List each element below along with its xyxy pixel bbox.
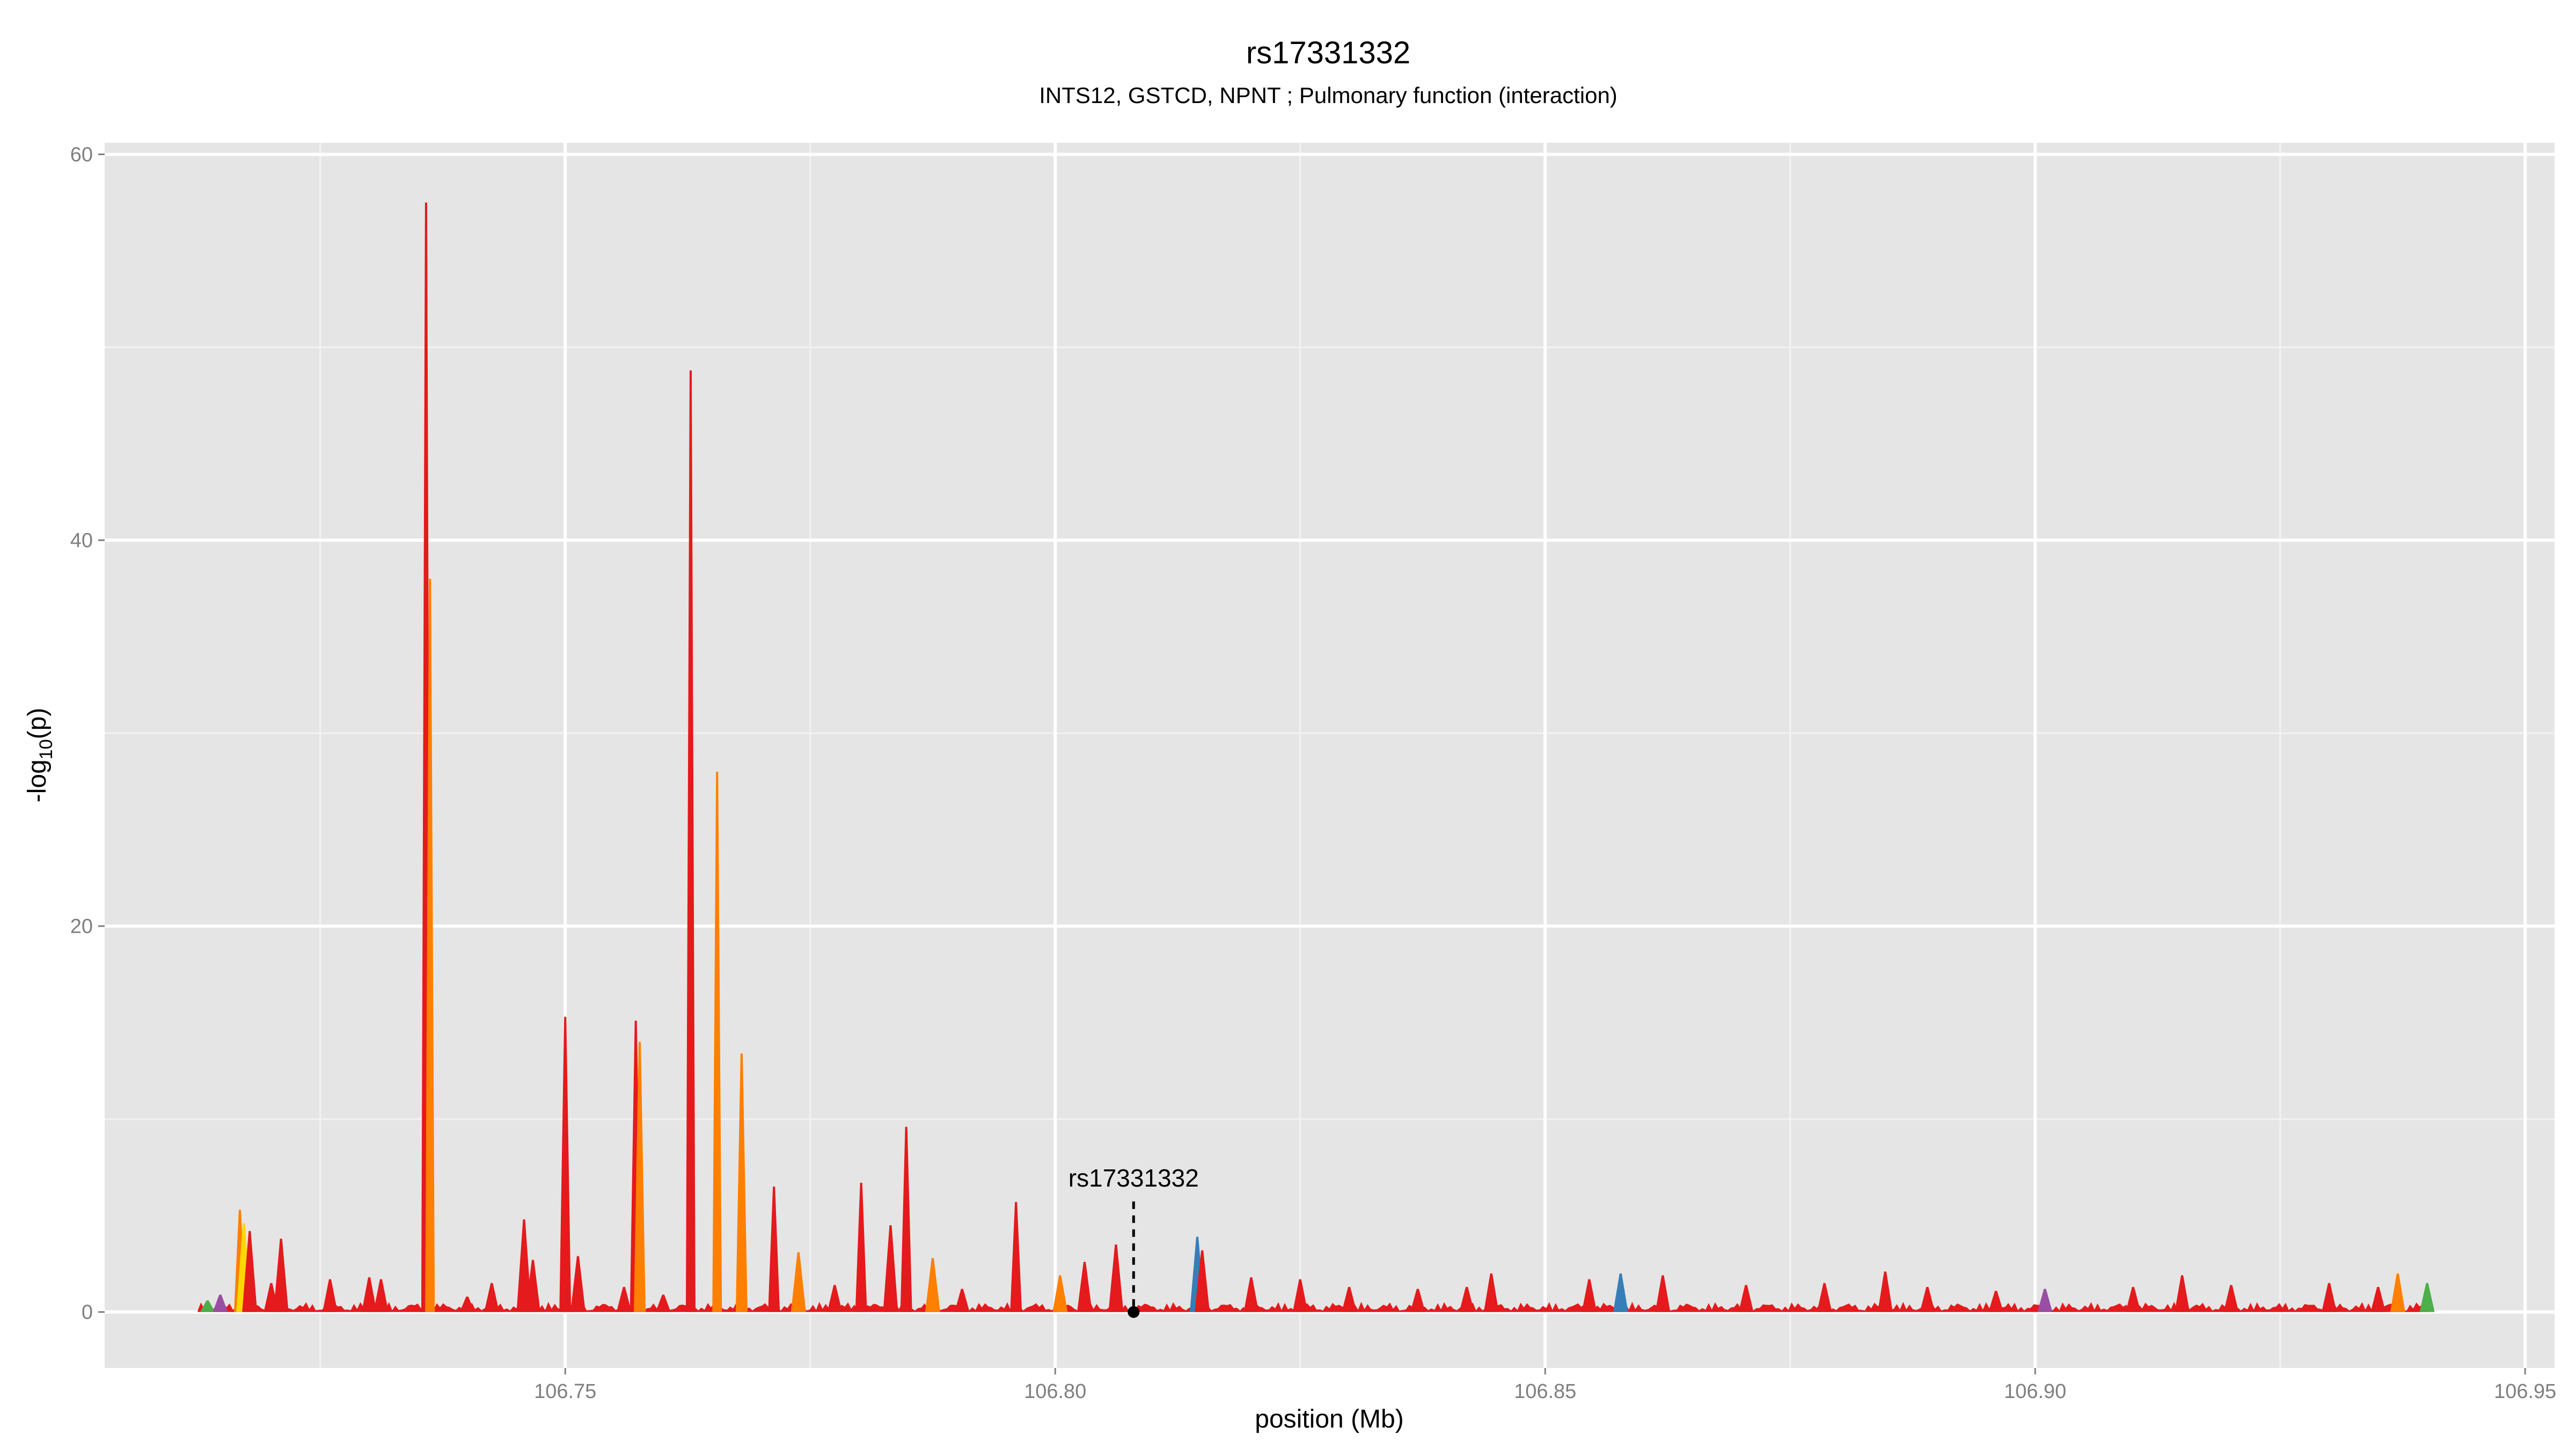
peak [655, 1294, 671, 1312]
peak [925, 1258, 940, 1312]
y-tick-label: 60 [70, 144, 93, 166]
peak [685, 370, 696, 1312]
peak [2322, 1283, 2337, 1312]
peak [570, 1256, 586, 1312]
peak [900, 1126, 912, 1312]
peak [1817, 1283, 1832, 1312]
chart-subtitle: INTS12, GSTCD, NPNT ; Pulmonary function… [1039, 83, 1618, 108]
peak [200, 1300, 215, 1312]
peak [735, 1053, 748, 1312]
peak [1582, 1279, 1597, 1312]
peak [1342, 1286, 1357, 1312]
y-tick-label: 0 [82, 1301, 93, 1324]
peak [362, 1277, 377, 1312]
peak [1459, 1286, 1475, 1312]
peak [1410, 1289, 1425, 1312]
x-tick-label: 106.75 [534, 1380, 596, 1403]
svg-text:-log10(p): -log10(p) [23, 708, 56, 803]
peak [2390, 1273, 2405, 1312]
peak [273, 1239, 289, 1312]
peak [242, 1231, 258, 1312]
peak [559, 1016, 572, 1312]
y-axis-label-tail: (p) [23, 708, 52, 740]
marker-point [1128, 1306, 1140, 1318]
peak [213, 1294, 228, 1312]
peak [2175, 1275, 2190, 1312]
peak [827, 1285, 843, 1312]
peak [616, 1286, 632, 1312]
peak [373, 1279, 389, 1312]
peak [1010, 1202, 1022, 1312]
peak [1483, 1273, 1499, 1312]
peak [1052, 1275, 1068, 1312]
y-tick-label: 20 [70, 916, 93, 938]
peak [1738, 1285, 1754, 1312]
minor-gridlines [105, 143, 2555, 1368]
data-area [197, 202, 2435, 1312]
peak [1195, 1250, 1210, 1312]
x-tick-label: 106.80 [1024, 1380, 1086, 1403]
peak [1920, 1286, 1935, 1312]
peak [1108, 1244, 1124, 1312]
peak [1077, 1262, 1092, 1312]
peak [791, 1252, 806, 1312]
y-axis-label: -log10(p) [23, 708, 56, 803]
x-axis: 106.75 106.80 106.85 106.90 106.95 [534, 1368, 2556, 1403]
marker-label: rs17331332 [1069, 1164, 1199, 1192]
chart-title: rs17331332 [1246, 35, 1410, 70]
peak [322, 1279, 338, 1312]
peak [855, 1182, 867, 1312]
peak [525, 1260, 540, 1312]
peak [1243, 1277, 1259, 1312]
peak [2370, 1286, 2386, 1312]
y-axis-label-subscript: 10 [36, 739, 56, 759]
peak [459, 1296, 475, 1312]
baseline-area [197, 1301, 2429, 1312]
x-tick-label: 106.90 [2004, 1380, 2066, 1403]
peak [2125, 1286, 2141, 1312]
peak [1877, 1271, 1893, 1312]
peak [633, 1042, 646, 1312]
peak [2419, 1283, 2435, 1312]
x-tick-label: 106.95 [2494, 1380, 2556, 1403]
peak [2223, 1285, 2239, 1312]
peak [2037, 1289, 2053, 1312]
peak [516, 1219, 532, 1312]
plot-panel [105, 143, 2555, 1368]
peak [484, 1283, 500, 1312]
peak [954, 1289, 970, 1312]
snp-marker: rs17331332 [1069, 1164, 1199, 1318]
y-axis-label-main: -log [23, 759, 52, 802]
x-axis-label: position (Mb) [1255, 1405, 1403, 1433]
y-axis: 0 20 40 60 [70, 144, 105, 1324]
peak [1655, 1275, 1671, 1312]
peak [883, 1225, 898, 1312]
x-tick-label: 106.85 [1514, 1380, 1576, 1403]
peak [768, 1187, 780, 1312]
peak [425, 579, 435, 1312]
y-tick-label: 40 [70, 530, 93, 552]
peak [1292, 1279, 1308, 1312]
peak [712, 772, 722, 1312]
peak [1988, 1291, 2004, 1312]
peak [1613, 1273, 1628, 1312]
